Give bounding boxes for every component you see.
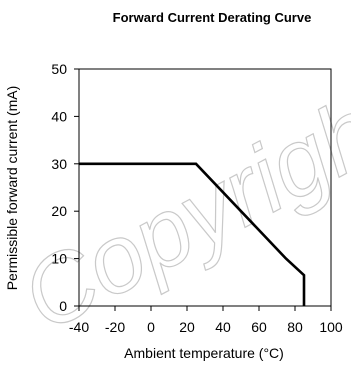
series-layer — [79, 162, 306, 306]
x-tick-label: 0 — [147, 319, 155, 335]
y-tick-label: 40 — [51, 108, 67, 124]
y-tick-label: 0 — [59, 298, 67, 314]
x-axis-ticks: -40 -20 0 20 40 60 80 100 — [69, 306, 343, 335]
y-tick-label: 50 — [51, 61, 67, 77]
x-tick-label: -40 — [69, 319, 89, 335]
x-tick-label: 40 — [215, 319, 231, 335]
x-tick-label: 80 — [287, 319, 303, 335]
x-axis-label: Ambient temperature (°C) — [124, 345, 284, 361]
x-tick-label: 100 — [319, 319, 343, 335]
x-tick-label: -20 — [105, 319, 125, 335]
x-tick-label: 60 — [251, 319, 267, 335]
chart-title: Forward Current Derating Curve — [113, 10, 312, 25]
series-line-0 — [79, 162, 306, 306]
y-tick-label: 30 — [51, 156, 67, 172]
y-tick-label: 10 — [51, 251, 67, 267]
y-tick-label: 20 — [51, 203, 67, 219]
y-axis-ticks: 0 10 20 30 40 50 — [51, 61, 79, 314]
plot-area-frame — [78, 68, 332, 307]
y-axis-label: Permissible forward current (mA) — [4, 86, 20, 291]
x-tick-label: 20 — [179, 319, 195, 335]
